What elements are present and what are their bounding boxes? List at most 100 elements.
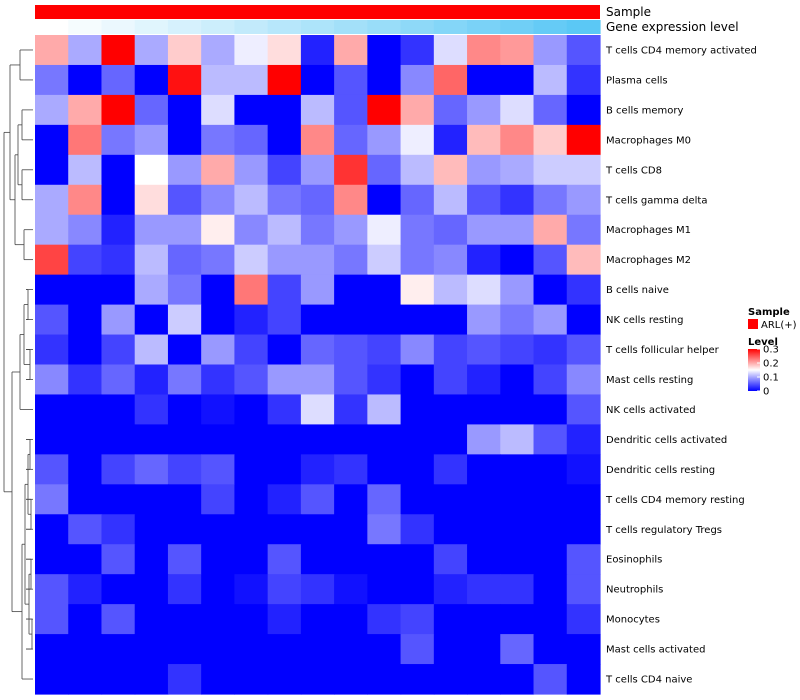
heatmap-cell [201, 574, 236, 605]
heatmap-cell [35, 124, 69, 156]
heatmap-cell [300, 124, 335, 156]
heatmap-cell [300, 454, 335, 485]
heatmap-cell [467, 484, 501, 515]
heatmap-cell [300, 304, 335, 336]
heatmap-cell [134, 454, 169, 485]
heatmap-cell [167, 394, 202, 426]
heatmap-cell [201, 634, 236, 665]
heatmap-cell [201, 664, 236, 695]
row-label: Eosinophils [606, 555, 662, 566]
row-labels: T cells CD4 memory activated Plasma cells… [605, 45, 757, 685]
heatmap-cell [433, 424, 468, 455]
heatmap-cell [566, 304, 601, 336]
heatmap-cell [500, 364, 535, 396]
row-label: Dendritic cells activated [606, 435, 727, 446]
heatmap-cell [400, 64, 435, 96]
heatmap-cell [500, 514, 535, 545]
heatmap-cell [234, 574, 269, 605]
heatmap-cell [68, 214, 103, 246]
heatmap-cell [433, 64, 468, 96]
row-label: T cells gamma delta [605, 195, 707, 206]
heatmap-cell [400, 184, 435, 216]
heatmap-cell [201, 214, 236, 246]
legend-sample-title: Sample [748, 307, 790, 318]
heatmap-cell [35, 154, 69, 186]
heatmap-cell [201, 94, 236, 126]
heatmap-cell [433, 634, 468, 665]
heatmap-cell [367, 454, 402, 485]
heatmap-cell [500, 484, 535, 515]
heatmap-cell [167, 94, 202, 126]
heatmap-cell [35, 184, 69, 216]
heatmap-cell [566, 514, 601, 545]
heatmap-cell [367, 544, 402, 575]
heatmap-cell [134, 544, 169, 575]
heatmap-cell [101, 124, 136, 156]
heatmap-cell [433, 454, 468, 485]
heatmap-cell [533, 364, 568, 396]
heatmap-cell [267, 454, 302, 485]
heatmap-cell [101, 544, 136, 575]
heatmap-cell [201, 274, 236, 306]
heatmap-cell [35, 484, 69, 515]
heatmap-cell [334, 184, 368, 216]
heatmap-cell [566, 64, 601, 96]
heatmap-cell [566, 424, 601, 455]
heatmap-cell [533, 664, 568, 695]
heatmap-cell [134, 35, 169, 66]
expression-annotation-cell [134, 20, 169, 34]
heatmap-cell [167, 64, 202, 96]
heatmap-cell [400, 124, 435, 156]
heatmap-cell [234, 604, 269, 635]
heatmap-cell [400, 214, 435, 246]
heatmap-cell [367, 364, 402, 396]
heatmap-cell [334, 154, 368, 186]
expression-annotation-cell [334, 20, 368, 34]
heatmap-cell [68, 574, 103, 605]
heatmap-cell [68, 154, 103, 186]
heatmap-cell [101, 35, 136, 66]
heatmap-cell [134, 424, 169, 455]
heatmap-cell [400, 35, 435, 66]
row-label: T cells CD8 [605, 165, 662, 176]
legend-color-bar [748, 349, 760, 391]
heatmap-cell [134, 364, 169, 396]
heatmap-cell [167, 424, 202, 455]
legend-tick-label: 0.2 [763, 359, 779, 370]
heatmap-cell [300, 604, 335, 635]
heatmap-cell [167, 664, 202, 695]
heatmap-cell [533, 304, 568, 336]
heatmap-cell [367, 334, 402, 366]
heatmap-cell [533, 244, 568, 276]
heatmap-cell [101, 214, 136, 246]
heatmap-cell [35, 664, 69, 695]
heatmap-cell [68, 634, 103, 665]
heatmap-cell [433, 214, 468, 246]
heatmap-cell [300, 35, 335, 66]
heatmap-cell [234, 634, 269, 665]
heatmap-cell [433, 274, 468, 306]
heatmap-cell [367, 514, 402, 545]
heatmap-cell [367, 64, 402, 96]
heatmap-cell [467, 634, 501, 665]
heatmap-cell [400, 604, 435, 635]
heatmap-cell [201, 184, 236, 216]
heatmap-cell [101, 484, 136, 515]
heatmap-cell [433, 304, 468, 336]
heatmap-cell [334, 394, 368, 426]
heatmap-cell [566, 454, 601, 485]
heatmap-cell [35, 64, 69, 96]
heatmap-cell [566, 274, 601, 306]
heatmap-cell [68, 304, 103, 336]
heatmap-cell [234, 664, 269, 695]
heatmap-cell [201, 424, 236, 455]
heatmap-cell [134, 634, 169, 665]
heatmap-cell [267, 184, 302, 216]
heatmap-cell [234, 154, 269, 186]
legend-sample-item: ARL(+) [761, 320, 797, 331]
expression-annotation-label: Gene expression level [606, 20, 739, 34]
heatmap-cell [267, 124, 302, 156]
heatmap-cells [35, 35, 601, 695]
